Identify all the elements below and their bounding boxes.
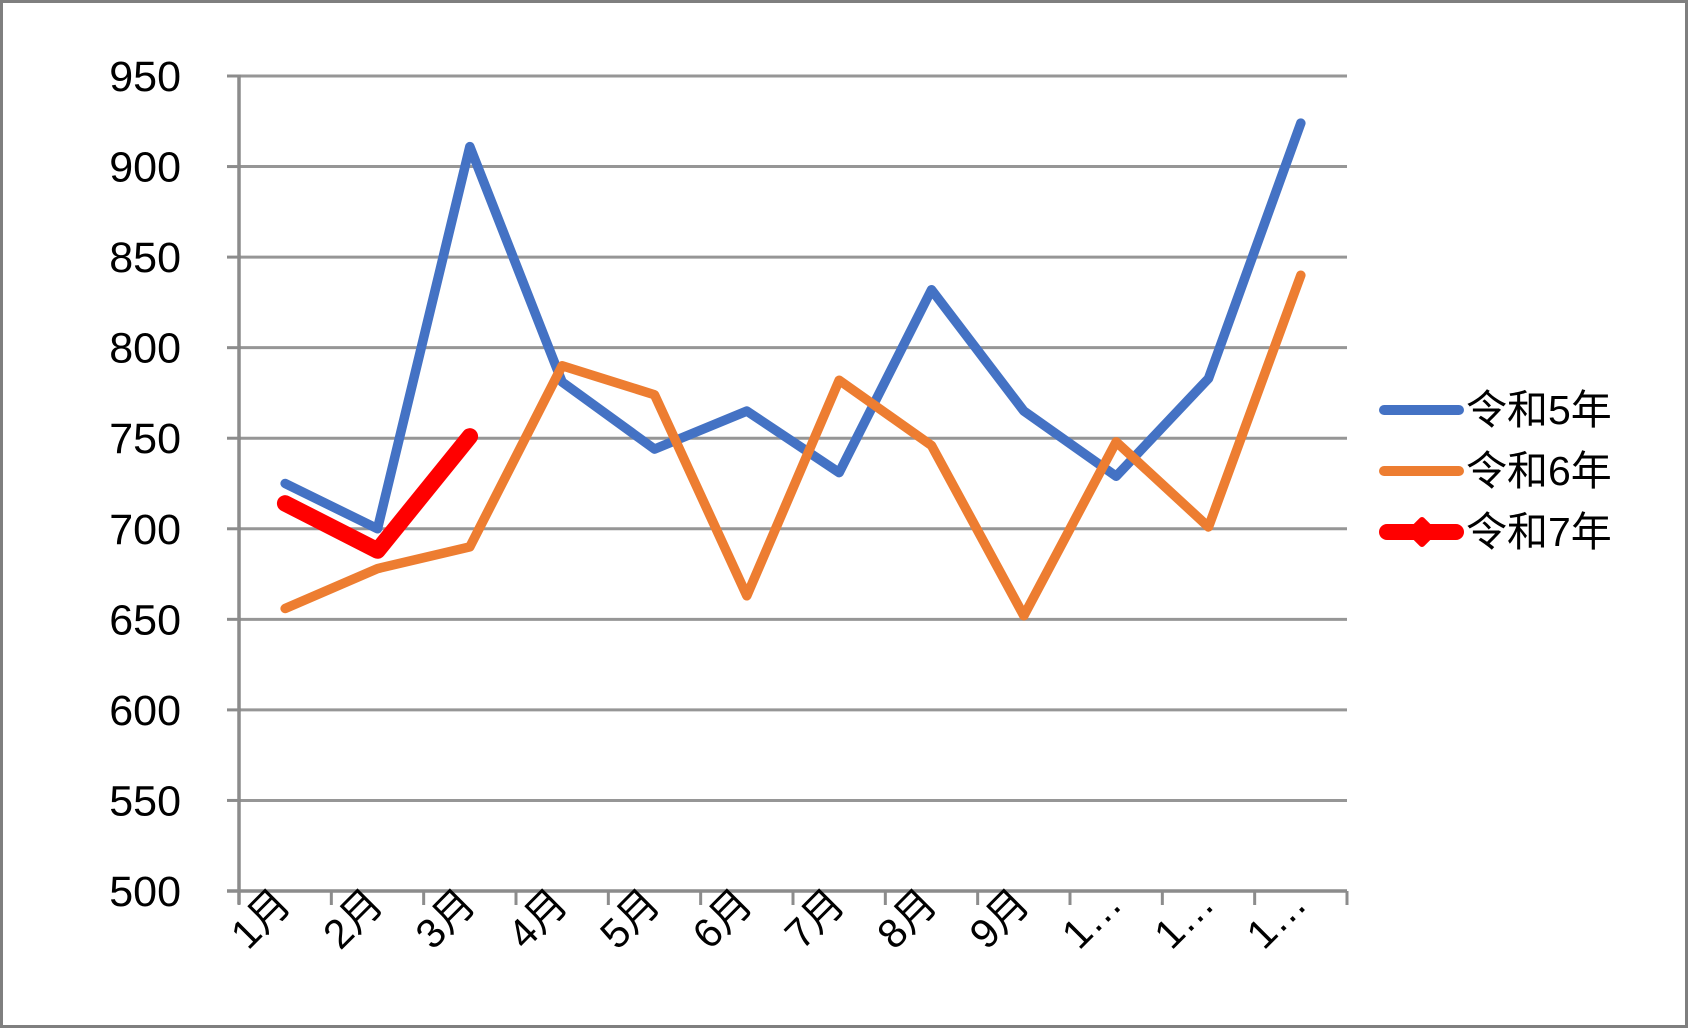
series-line-1 [280, 270, 1306, 621]
legend-item-2: 令和7年 [1379, 511, 1612, 553]
legend-label: 令和7年 [1466, 508, 1612, 555]
legend-line-swatch [1379, 515, 1464, 549]
legend-item-1: 令和6年 [1379, 450, 1612, 492]
y-tick-label: 600 [109, 687, 181, 735]
y-tick-label: 650 [109, 596, 181, 644]
y-tick-label: 700 [109, 506, 181, 554]
legend-label: 令和6年 [1466, 447, 1612, 494]
y-tick-label: 900 [109, 144, 181, 192]
legend: 令和5年令和6年令和7年 [1379, 389, 1612, 553]
legend-label: 令和5年 [1466, 386, 1612, 433]
legend-line-swatch [1379, 405, 1464, 415]
y-tick-label: 750 [109, 415, 181, 463]
y-tick-label: 500 [109, 868, 181, 916]
y-tick-label: 550 [109, 777, 181, 825]
legend-item-0: 令和5年 [1379, 389, 1612, 431]
diamond-marker-icon [1405, 515, 1438, 549]
y-tick-label: 950 [109, 53, 181, 101]
legend-line-swatch [1379, 466, 1464, 476]
y-tick-label: 850 [109, 234, 181, 282]
y-tick-label: 800 [109, 325, 181, 373]
series-line-2 [276, 428, 479, 559]
